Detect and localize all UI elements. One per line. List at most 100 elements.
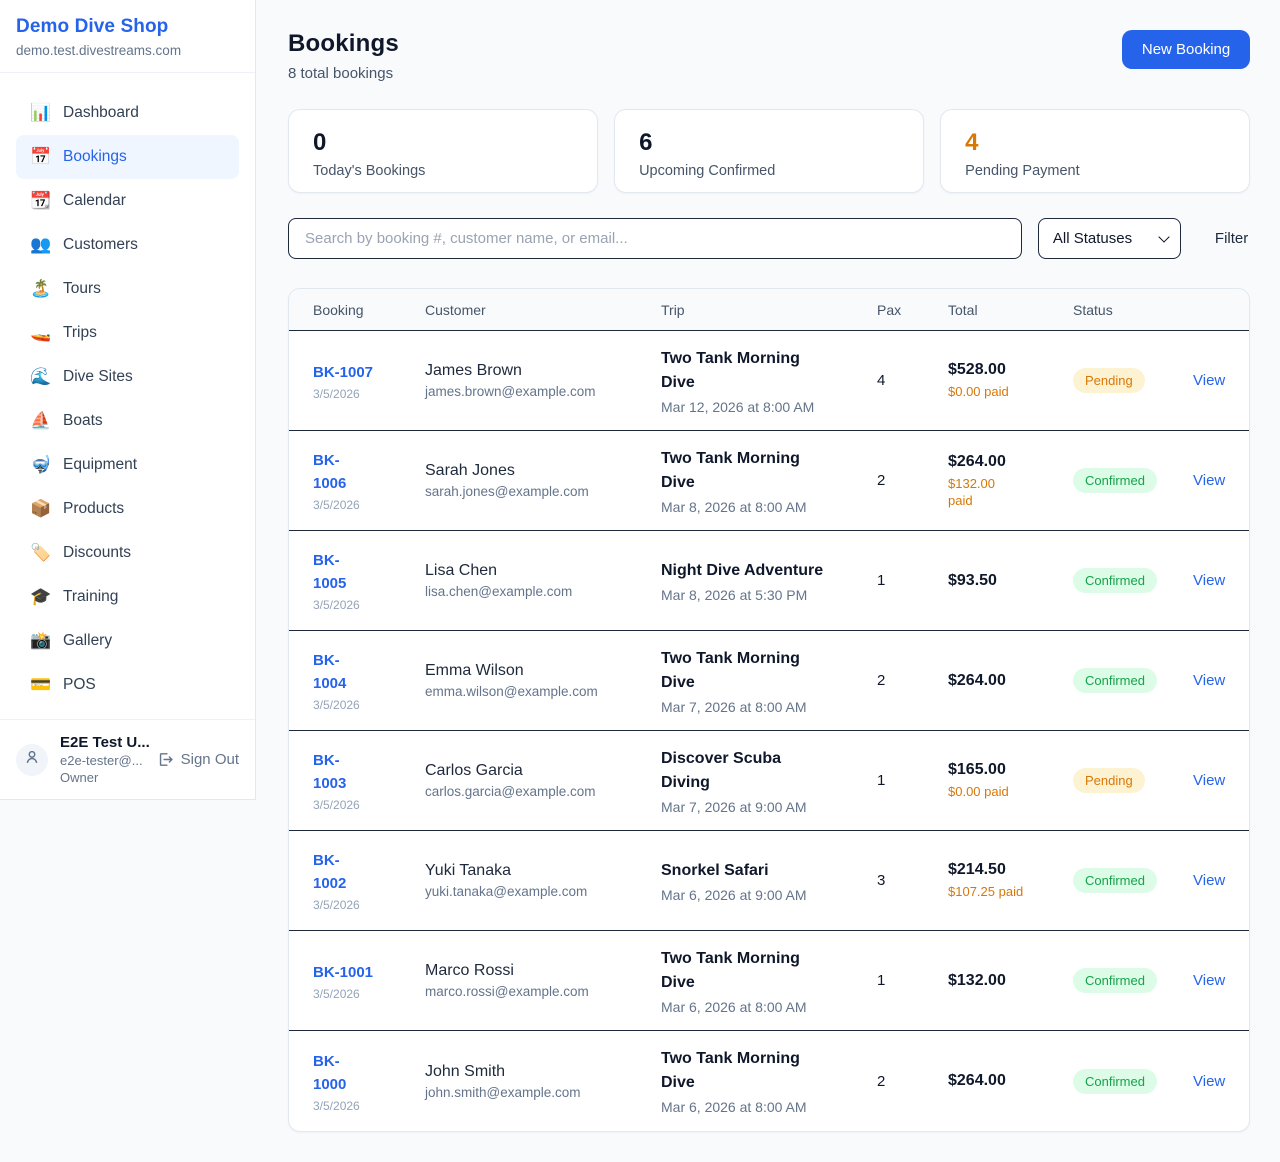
view-link[interactable]: View: [1193, 572, 1226, 589]
diving-mask-icon: 🤿: [30, 455, 52, 474]
tear-off-calendar-icon: 📆: [30, 191, 52, 210]
pax-count: 2: [877, 672, 886, 689]
text-line: Night Dive Adventure: [661, 561, 824, 579]
sidebar-item-label: Bookings: [63, 148, 127, 165]
status-cell: Confirmed: [1073, 868, 1193, 893]
sidebar-item-calendar[interactable]: 📆 Calendar: [16, 179, 239, 223]
booking-cell: BK- 1005 3/5/2026: [313, 549, 425, 612]
booking-id-link[interactable]: BK- 1002: [313, 849, 425, 895]
stats-row: 0 Today's Bookings 6 Upcoming Confirmed …: [288, 109, 1251, 193]
text-line: 1006: [313, 475, 347, 492]
view-link[interactable]: View: [1193, 372, 1226, 389]
sidebar-item-pos[interactable]: 💳 POS: [16, 663, 239, 707]
sidebar-item-customers[interactable]: 👥 Customers: [16, 223, 239, 267]
graduation-cap-icon: 🎓: [30, 587, 52, 606]
trip-name: Two Tank Morning Dive: [661, 447, 877, 495]
booking-cell: BK- 1000 3/5/2026: [313, 1050, 425, 1113]
sign-out-button[interactable]: Sign Out: [157, 751, 239, 768]
trip-name: Two Tank Morning Dive: [661, 947, 877, 995]
text-line: 1000: [313, 1075, 347, 1093]
booking-id-link[interactable]: BK- 1005: [313, 549, 425, 595]
trip-cell: Two Tank Morning Dive Mar 6, 2026 at 8:00…: [661, 1047, 877, 1115]
sidebar-item-tours[interactable]: 🏝️ Tours: [16, 267, 239, 311]
booking-cell: BK- 1006 3/5/2026: [313, 449, 425, 512]
sidebar-item-equipment[interactable]: 🤿 Equipment: [16, 443, 239, 487]
paid-amount: $0.00 paid: [948, 783, 1073, 800]
total-cell: $264.00: [948, 672, 1073, 690]
text-line: Two Tank Morning: [661, 649, 800, 667]
booking-cell: BK- 1003 3/5/2026: [313, 749, 425, 812]
sidebar-item-trips[interactable]: 🚤 Trips: [16, 311, 239, 355]
sidebar-item-training[interactable]: 🎓 Training: [16, 575, 239, 619]
sidebar-nav: 📊 Dashboard 📅 Bookings 📆 Calendar 👥 Customers 🏝️…: [0, 73, 255, 709]
booking-date: 3/5/2026: [313, 598, 360, 612]
people-icon: 👥: [30, 235, 52, 254]
trip-name: Two Tank Morning Dive: [661, 1047, 877, 1095]
credit-card-icon: 💳: [30, 675, 52, 694]
view-link[interactable]: View: [1193, 672, 1226, 689]
text-line: BK-: [313, 652, 340, 669]
booking-cell: BK-1001 3/5/2026: [313, 961, 425, 1001]
sidebar-item-label: Equipment: [63, 456, 138, 473]
text-line: Snorkel Safari: [661, 861, 769, 879]
customer-email: john.smith@example.com: [425, 1084, 581, 1100]
view-link[interactable]: View: [1193, 772, 1226, 789]
booking-id-link[interactable]: BK-1001: [313, 961, 425, 984]
total-cell: $528.00 $0.00 paid: [948, 361, 1073, 400]
sidebar-item-discounts[interactable]: 🏷️ Discounts: [16, 531, 239, 575]
status-badge: Confirmed: [1073, 968, 1157, 993]
status-cell: Confirmed: [1073, 968, 1193, 993]
booking-id-link[interactable]: BK- 1006: [313, 449, 425, 495]
sidebar-item-label: Boats: [63, 412, 103, 429]
filter-button[interactable]: Filter: [1214, 230, 1249, 247]
text-line: Discover Scuba: [661, 749, 782, 767]
pax-count: 3: [877, 872, 886, 889]
column-header-total: Total: [948, 301, 978, 318]
text-line: Diving: [661, 773, 710, 791]
text-line: BK-: [313, 452, 340, 469]
new-booking-button[interactable]: New Booking: [1121, 30, 1251, 69]
text-line: BK-: [313, 852, 340, 869]
sidebar-item-gallery[interactable]: 📸 Gallery: [16, 619, 239, 663]
sidebar-item-bookings[interactable]: 📅 Bookings: [16, 135, 239, 179]
user-role: Owner: [60, 770, 99, 785]
booking-cell: BK-1007 3/5/2026: [313, 361, 425, 401]
customer-name: Marco Rossi: [425, 962, 514, 979]
total-cell: $214.50 $107.25 paid: [948, 861, 1073, 900]
sidebar-item-dive-sites[interactable]: 🌊 Dive Sites: [16, 355, 239, 399]
sidebar-item-dashboard[interactable]: 📊 Dashboard: [16, 91, 239, 135]
total-cell: $264.00 $132.00 paid: [948, 453, 1073, 509]
view-link[interactable]: View: [1193, 472, 1226, 489]
status-badge: Confirmed: [1073, 668, 1157, 693]
view-link[interactable]: View: [1193, 972, 1226, 989]
bar-chart-icon: 📊: [30, 103, 52, 122]
column-header-booking: Booking: [313, 301, 364, 318]
trip-datetime: Mar 8, 2026 at 8:00 AM: [661, 498, 807, 515]
pax-count: 1: [877, 972, 886, 989]
stat-label: Pending Payment: [965, 163, 1080, 179]
column-header-pax: Pax: [877, 301, 902, 318]
sidebar-item-products[interactable]: 📦 Products: [16, 487, 239, 531]
total-amount: $264.00: [948, 1072, 1006, 1089]
booking-id-link[interactable]: BK- 1004: [313, 649, 425, 695]
total-cell: $132.00: [948, 972, 1073, 990]
booking-cell: BK- 1002 3/5/2026: [313, 849, 425, 912]
booking-date: 3/5/2026: [313, 498, 360, 512]
trip-name: Snorkel Safari: [661, 859, 877, 883]
status-badge: Confirmed: [1073, 568, 1157, 593]
view-link[interactable]: View: [1193, 872, 1226, 889]
booking-id-link[interactable]: BK-1007: [313, 361, 425, 384]
shop-name[interactable]: Demo Dive Shop: [16, 16, 169, 37]
text-line: Dive: [661, 673, 695, 691]
total-amount: $214.50: [948, 861, 1006, 878]
sidebar-item-label: Training: [63, 588, 119, 605]
table-row: BK- 1002 3/5/2026 Yuki Tanaka yuki.tanaka…: [289, 831, 1250, 931]
view-link[interactable]: View: [1193, 1072, 1226, 1090]
sidebar-item-boats[interactable]: ⛵ Boats: [16, 399, 239, 443]
trip-datetime: Mar 6, 2026 at 8:00 AM: [661, 998, 807, 1015]
trip-cell: Snorkel Safari Mar 6, 2026 at 9:00 AM: [661, 859, 877, 903]
booking-id-link[interactable]: BK- 1000: [313, 1050, 425, 1096]
booking-id-link[interactable]: BK- 1003: [313, 749, 425, 795]
search-input[interactable]: [288, 218, 1022, 259]
status-filter-select[interactable]: All Statuses: [1037, 218, 1181, 259]
